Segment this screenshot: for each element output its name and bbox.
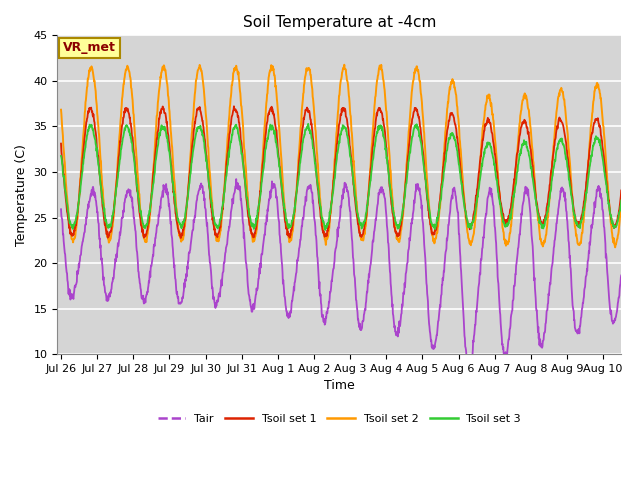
Tsoil set 2: [543, 220, 551, 226]
Tsoil set 1: [57, 141, 65, 146]
Tsoil set 1: [618, 188, 625, 193]
Tsoil set 2: [611, 244, 619, 250]
Y-axis label: Temperature (C): Temperature (C): [15, 144, 28, 246]
Line: Tsoil set 3: Tsoil set 3: [61, 124, 621, 230]
Tair: [168, 236, 176, 241]
Tsoil set 1: [230, 103, 238, 109]
Tsoil set 3: [219, 203, 227, 209]
Tsoil set 3: [158, 122, 166, 128]
Tsoil set 1: [219, 200, 227, 205]
Tsoil set 2: [340, 62, 348, 68]
Tsoil set 3: [544, 209, 552, 215]
Tair: [482, 214, 490, 220]
Tsoil set 3: [321, 227, 329, 233]
Tair: [544, 301, 552, 307]
Tsoil set 3: [269, 127, 277, 132]
Tsoil set 3: [168, 175, 176, 180]
Tsoil set 1: [158, 106, 166, 112]
Title: Soil Temperature at -4cm: Soil Temperature at -4cm: [243, 15, 436, 30]
Tsoil set 3: [482, 145, 490, 151]
Tair: [465, 367, 473, 373]
Tsoil set 3: [57, 153, 65, 159]
Tsoil set 1: [544, 200, 552, 206]
X-axis label: Time: Time: [324, 379, 355, 393]
Text: VR_met: VR_met: [63, 41, 116, 54]
Line: Tsoil set 1: Tsoil set 1: [61, 106, 621, 238]
Tsoil set 1: [482, 123, 490, 129]
Tair: [219, 270, 227, 276]
Tsoil set 2: [168, 144, 176, 150]
Line: Tair: Tair: [61, 179, 621, 370]
Tsoil set 2: [219, 206, 227, 212]
Line: Tsoil set 2: Tsoil set 2: [61, 65, 621, 247]
Tair: [618, 273, 625, 278]
Tsoil set 1: [271, 114, 278, 120]
Tsoil set 2: [481, 107, 489, 113]
Tsoil set 1: [177, 235, 185, 241]
Tsoil set 2: [57, 107, 65, 113]
Tsoil set 2: [269, 66, 277, 72]
Tair: [270, 181, 278, 187]
Tsoil set 2: [158, 70, 166, 75]
Tsoil set 3: [618, 198, 625, 204]
Tair: [232, 176, 240, 182]
Legend: Tair, Tsoil set 1, Tsoil set 2, Tsoil set 3: Tair, Tsoil set 1, Tsoil set 2, Tsoil se…: [153, 409, 525, 428]
Tsoil set 3: [304, 121, 312, 127]
Tair: [57, 206, 65, 212]
Tsoil set 2: [618, 204, 625, 209]
Tair: [158, 194, 166, 200]
Tsoil set 1: [168, 174, 176, 180]
